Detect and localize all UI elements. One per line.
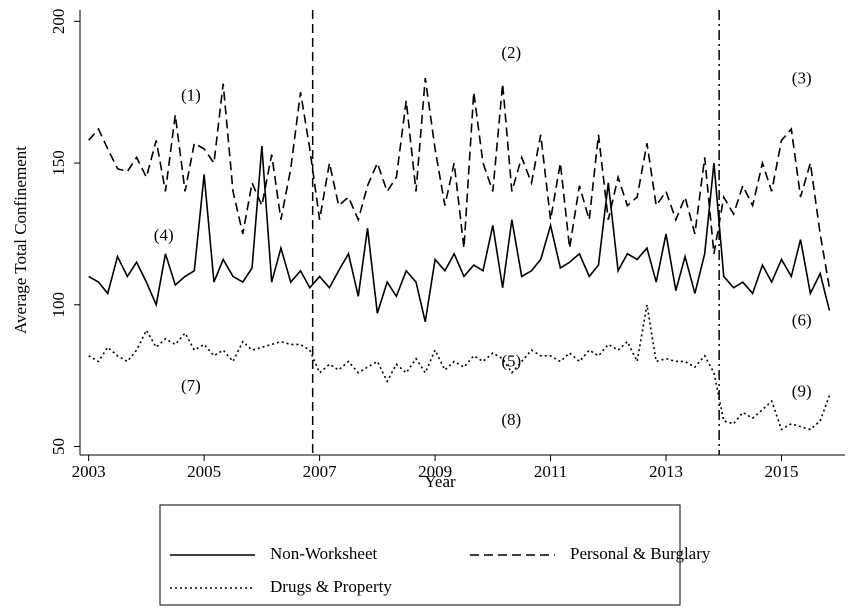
x-tick-label: 2005 (187, 462, 221, 481)
annotation: (7) (181, 376, 201, 395)
y-tick-label: 100 (49, 292, 68, 318)
y-tick-label: 150 (49, 150, 68, 176)
x-tick-label: 2013 (649, 462, 683, 481)
annotation: (1) (181, 85, 201, 104)
y-tick-label: 200 (49, 9, 68, 34)
annotation: (5) (501, 352, 521, 371)
annotation: (9) (792, 382, 812, 401)
x-axis-title: Year (424, 472, 456, 491)
x-tick-label: 2015 (764, 462, 798, 481)
x-tick-label: 2003 (72, 462, 106, 481)
annotation: (6) (792, 311, 812, 330)
legend-label: Drugs & Property (270, 577, 392, 596)
y-tick-label: 50 (49, 438, 68, 455)
legend-label: Non-Worksheet (270, 544, 377, 563)
annotation: (4) (154, 226, 174, 245)
series-line (88, 304, 831, 431)
annotation: (8) (501, 410, 521, 429)
x-tick-label: 2009 (418, 462, 452, 481)
legend-label: Personal & Burglary (570, 544, 711, 563)
annotation: (2) (501, 43, 521, 62)
y-axis-title: Average Total Confinement (11, 146, 30, 334)
series-line (88, 77, 831, 288)
x-tick-label: 2011 (534, 462, 567, 481)
series-line (88, 145, 831, 322)
x-tick-label: 2007 (303, 462, 338, 481)
legend-box (159, 504, 681, 606)
annotation: (3) (792, 68, 812, 87)
